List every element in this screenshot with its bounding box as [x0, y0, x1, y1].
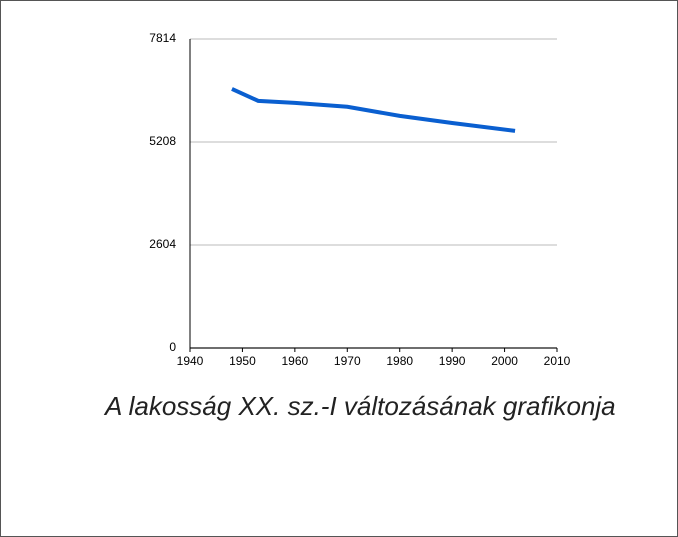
data-line	[231, 87, 516, 133]
y-tick-label: 0	[169, 340, 176, 354]
y-tick-label: 5208	[149, 134, 176, 148]
y-tick-label: 2604	[149, 237, 176, 251]
x-tick-label: 1950	[229, 354, 256, 368]
chart: 0 2604 5208 7814 1940 1950 1960 1970 1980 1990 200…	[149, 31, 571, 368]
y-tick-label: 7814	[149, 31, 176, 45]
x-tick-label: 1940	[177, 354, 204, 368]
x-tick-label: 2010	[544, 354, 571, 368]
x-tick-label: 2000	[491, 354, 518, 368]
x-tick-label: 1970	[334, 354, 361, 368]
x-tick-label: 1960	[282, 354, 309, 368]
x-tick-label: 1990	[439, 354, 466, 368]
caption: A lakosság XX. sz.-I változásának grafik…	[105, 391, 616, 421]
x-tick-label: 1980	[386, 354, 413, 368]
